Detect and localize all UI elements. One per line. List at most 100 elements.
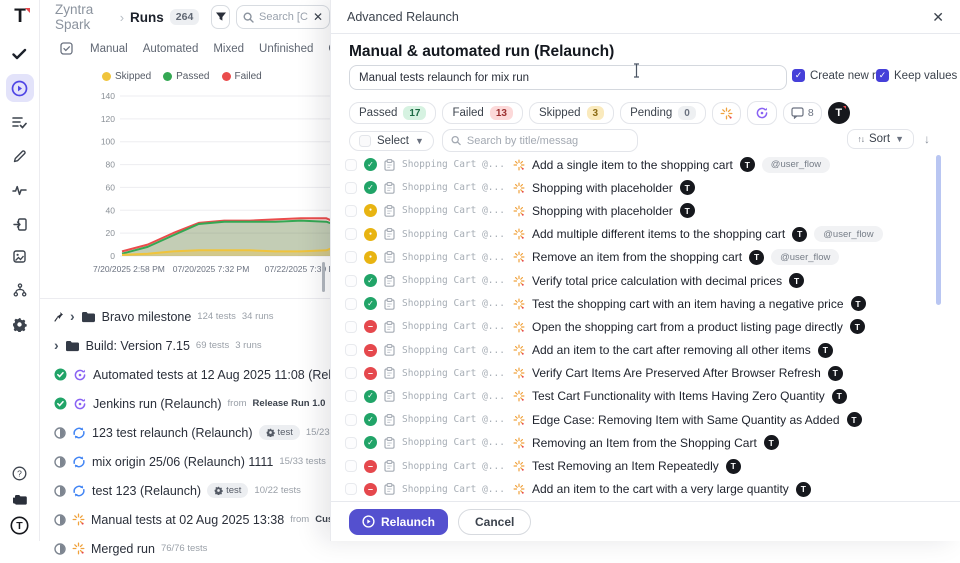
run-list-item[interactable]: › Build: Version 7.15 69 tests 3 runs [40, 331, 330, 360]
chevron-right-icon[interactable]: › [54, 338, 59, 352]
test-title[interactable]: Test Cart Functionality with Items Havin… [532, 389, 825, 403]
test-search-input[interactable] [467, 135, 629, 147]
test-title[interactable]: Shopping with placeholder [532, 204, 673, 218]
test-title[interactable]: Remove an item from the shopping cart [532, 250, 742, 264]
select-all-checkbox[interactable] [359, 135, 371, 147]
reports-nav-icon[interactable] [6, 242, 34, 270]
test-list-nav-icon[interactable] [6, 108, 34, 136]
test-list-item[interactable]: Shopping Cart @... Add an item to the ca… [331, 339, 960, 362]
test-title[interactable]: Shopping with placeholder [532, 181, 673, 195]
filter-chip-failed[interactable]: Failed13 [442, 102, 522, 124]
test-list-item[interactable]: Shopping Cart @... Open the shopping car… [331, 315, 960, 338]
run-name-input[interactable] [349, 65, 787, 90]
run-title[interactable]: Bravo milestone [102, 310, 192, 324]
results-nav-icon[interactable] [6, 40, 34, 68]
app-logo-icon[interactable]: T [9, 6, 31, 28]
test-list-item[interactable]: Shopping Cart @... Verify Cart Items Are… [331, 362, 960, 385]
manual-filter-chip[interactable] [712, 102, 741, 125]
test-list-item[interactable]: Shopping Cart @... Add multiple differen… [331, 223, 960, 246]
test-checkbox[interactable] [345, 298, 357, 310]
runs-nav-icon[interactable] [6, 74, 34, 102]
test-checkbox[interactable] [345, 483, 357, 495]
test-checkbox[interactable] [345, 159, 357, 171]
relaunch-button[interactable]: Relaunch [349, 509, 448, 535]
analytics-nav-icon[interactable] [6, 176, 34, 204]
clear-search-icon[interactable]: ✕ [313, 11, 323, 23]
run-title[interactable]: Merged run [91, 542, 155, 556]
create-new-run-checkbox[interactable]: ✓ [792, 69, 805, 82]
test-checkbox[interactable] [345, 437, 357, 449]
run-tag-chip[interactable]: test [259, 425, 300, 440]
automated-filter-chip[interactable] [747, 101, 777, 125]
tab-unfinished[interactable]: Unfinished [259, 43, 313, 55]
test-checkbox[interactable] [345, 321, 357, 333]
test-list-item[interactable]: Shopping Cart @... Add an item to the ca… [331, 478, 960, 501]
test-title[interactable]: Open the shopping cart from a product li… [532, 320, 843, 334]
test-title[interactable]: Add multiple different items to the shop… [532, 227, 785, 241]
test-tag[interactable]: @user_flow [771, 249, 839, 265]
test-checkbox[interactable] [345, 251, 357, 263]
projects-icon[interactable] [6, 485, 34, 513]
select-dropdown[interactable]: Select ▼ [349, 131, 434, 151]
tab-manual[interactable]: Manual [90, 43, 128, 55]
keep-values-checkbox[interactable]: ✓ [876, 69, 889, 82]
test-checkbox[interactable] [345, 460, 357, 472]
run-list-item[interactable]: 123 test relaunch (Relaunch) test 15/23 … [40, 418, 330, 447]
test-list-item[interactable]: Shopping Cart @... Test the shopping car… [331, 292, 960, 315]
test-checkbox[interactable] [345, 367, 357, 379]
test-checkbox[interactable] [345, 228, 357, 240]
run-list-item[interactable]: test 123 (Relaunch) test 10/22 tests [40, 476, 330, 505]
test-title[interactable]: Add an item to the cart after removing a… [532, 343, 811, 357]
panel-search-input[interactable]: Search [C ✕ [236, 5, 330, 29]
test-checkbox[interactable] [345, 390, 357, 402]
breadcrumb-section[interactable]: Runs [130, 10, 164, 25]
test-list-item[interactable]: Shopping Cart @... Edge Case: Removing I… [331, 408, 960, 431]
run-title[interactable]: 123 test relaunch (Relaunch) [92, 426, 253, 440]
test-checkbox[interactable] [345, 275, 357, 287]
sort-button[interactable]: ↑↓ Sort ▼ [847, 129, 914, 149]
test-checkbox[interactable] [345, 205, 357, 217]
panel-scrollbar[interactable] [322, 262, 325, 292]
edit-nav-icon[interactable] [6, 142, 34, 170]
test-list-item[interactable]: Shopping Cart @... Verify total price ca… [331, 269, 960, 292]
filter-chip-passed[interactable]: Passed17 [349, 102, 436, 124]
assignee-avatar[interactable]: T [828, 102, 850, 124]
test-tag[interactable]: @user_flow [762, 157, 830, 173]
test-title[interactable]: Add a single item to the shopping cart [532, 158, 733, 172]
modal-scrollbar[interactable] [936, 155, 941, 305]
filter-chip-skipped[interactable]: Skipped3 [529, 102, 614, 124]
test-title[interactable]: Edge Case: Removing Item with Same Quant… [532, 413, 840, 427]
test-tag[interactable]: @user_flow [814, 226, 882, 242]
test-search[interactable] [442, 129, 638, 152]
test-list-item[interactable]: Shopping Cart @... Test Cart Functionali… [331, 385, 960, 408]
test-list-item[interactable]: Shopping Cart @... Shopping with placeho… [331, 176, 960, 199]
close-icon[interactable]: ✕ [932, 10, 944, 24]
run-tag-chip[interactable]: test [207, 483, 248, 498]
tab-mixed[interactable]: Mixed [213, 43, 244, 55]
profile-avatar-icon[interactable]: T [6, 511, 34, 539]
test-list-item[interactable]: Shopping Cart @... Removing an Item from… [331, 431, 960, 454]
run-list-item[interactable]: Automated tests at 12 Aug 2025 11:08 (Re… [40, 360, 330, 389]
run-title[interactable]: test 123 (Relaunch) [92, 484, 201, 498]
run-list-item[interactable]: Merged run 76/76 tests [40, 534, 330, 563]
test-checkbox[interactable] [345, 414, 357, 426]
test-checkbox[interactable] [345, 182, 357, 194]
cancel-button[interactable]: Cancel [458, 509, 531, 535]
run-list-item[interactable]: Jenkins run (Relaunch) from Release Run … [40, 389, 330, 418]
run-list-item[interactable]: › Bravo milestone 124 tests 34 runs [40, 302, 330, 331]
test-title[interactable]: Verify total price calculation with deci… [532, 274, 782, 288]
branches-nav-icon[interactable] [6, 276, 34, 304]
import-nav-icon[interactable] [6, 210, 34, 238]
test-title[interactable]: Removing an Item from the Shopping Cart [532, 436, 757, 450]
test-list-item[interactable]: Shopping Cart @... Remove an item from t… [331, 246, 960, 269]
create-new-run-option[interactable]: ✓ Create new run [792, 69, 889, 82]
run-list-item[interactable]: mix origin 25/06 (Relaunch) 1111 15/33 t… [40, 447, 330, 476]
help-icon[interactable]: ? [6, 459, 34, 487]
keep-values-option[interactable]: ✓ Keep values ? [876, 69, 960, 82]
download-arrow-icon[interactable]: ↓ [924, 132, 930, 146]
chevron-right-icon[interactable]: › [70, 309, 75, 323]
filter-button[interactable] [211, 5, 230, 29]
run-title[interactable]: Jenkins run (Relaunch) [93, 397, 222, 411]
tab-automated[interactable]: Automated [143, 43, 199, 55]
test-list-item[interactable]: Shopping Cart @... Shopping with placeho… [331, 199, 960, 222]
